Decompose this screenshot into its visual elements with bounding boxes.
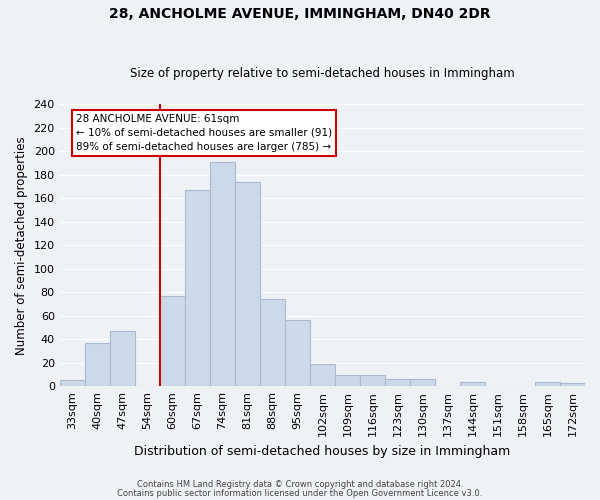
Bar (160, 296, 185, 386)
Title: Size of property relative to semi-detached houses in Immingham: Size of property relative to semi-detach… (130, 66, 515, 80)
Bar (59, 380, 85, 386)
Bar (410, 380, 435, 386)
Bar (260, 300, 285, 386)
Text: Contains HM Land Registry data © Crown copyright and database right 2024.: Contains HM Land Registry data © Crown c… (137, 480, 463, 489)
Bar (360, 374, 385, 386)
Bar (185, 190, 210, 386)
Bar (335, 374, 360, 386)
Bar (85, 343, 110, 386)
Bar (535, 382, 560, 386)
Text: 28, ANCHOLME AVENUE, IMMINGHAM, DN40 2DR: 28, ANCHOLME AVENUE, IMMINGHAM, DN40 2DR (109, 8, 491, 22)
Bar (235, 182, 260, 386)
Bar (285, 320, 310, 386)
Bar (560, 383, 585, 386)
X-axis label: Distribution of semi-detached houses by size in Immingham: Distribution of semi-detached houses by … (134, 444, 511, 458)
Bar (385, 380, 410, 386)
Bar (210, 162, 235, 386)
Text: 28 ANCHOLME AVENUE: 61sqm
← 10% of semi-detached houses are smaller (91)
89% of : 28 ANCHOLME AVENUE: 61sqm ← 10% of semi-… (76, 114, 332, 152)
Bar (310, 364, 335, 386)
Bar (110, 331, 135, 386)
Bar (460, 382, 485, 386)
Y-axis label: Number of semi-detached properties: Number of semi-detached properties (15, 136, 28, 354)
Text: Contains public sector information licensed under the Open Government Licence v3: Contains public sector information licen… (118, 489, 482, 498)
